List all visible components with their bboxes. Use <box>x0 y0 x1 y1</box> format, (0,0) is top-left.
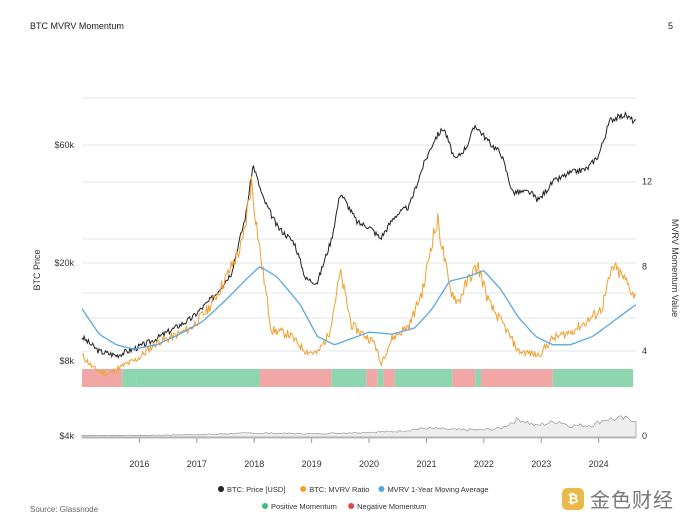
momentum-band-positive <box>377 369 384 387</box>
mvrv-ratio-series-line <box>81 176 637 378</box>
x-tick-label: 2017 <box>187 459 207 469</box>
y-left-tick-label: $4k <box>59 431 74 441</box>
legend-marker <box>218 486 224 492</box>
momentum-band-negative <box>383 369 395 387</box>
volume-series-area <box>81 415 637 438</box>
y-right-tick-label: 8 <box>642 261 647 271</box>
y-left-axis-title: BTC Price <box>32 249 42 290</box>
momentum-band-negative <box>452 369 476 387</box>
y-left-tick-label: $20k <box>54 258 74 268</box>
legend-marker <box>262 503 268 509</box>
y-right-tick-label: 0 <box>642 431 647 441</box>
watermark: ₿ 金色财经 <box>562 484 674 513</box>
momentum-band-positive <box>331 369 367 387</box>
legend-label: Positive Momentum <box>271 502 337 511</box>
momentum-band-positive <box>136 369 260 387</box>
y-left-tick-label: $8k <box>59 356 74 366</box>
source-note: Source: Glassnode <box>30 505 99 514</box>
x-tick-label: 2024 <box>589 459 609 469</box>
x-tick-label: 2020 <box>359 459 379 469</box>
mvrv-moving-average-series-line <box>81 266 637 350</box>
x-tick-label: 2021 <box>416 459 436 469</box>
gold-coin-logo-icon: ₿ <box>562 487 584 510</box>
momentum-band-positive <box>475 369 481 387</box>
momentum-band-positive <box>122 369 137 387</box>
legend-marker <box>348 503 355 509</box>
x-tick-label: 2016 <box>129 459 149 469</box>
legend-marker <box>300 486 307 492</box>
legend-label: BTC: MVRV Ratio <box>309 485 369 494</box>
y-left-tick-label: $60k <box>54 140 74 150</box>
momentum-band-negative <box>259 369 332 387</box>
page-number: 5 <box>668 21 674 31</box>
legend-label: MVRV 1-Year Moving Average <box>387 485 488 494</box>
y-right-axis-title: MVRV Momentum Value <box>670 219 680 317</box>
x-tick-label: 2022 <box>474 459 494 469</box>
y-right-tick-label: 12 <box>642 177 652 187</box>
momentum-band-positive <box>552 369 634 387</box>
x-tick-label: 2019 <box>302 459 322 469</box>
momentum-band-positive <box>394 369 453 387</box>
chart-title: BTC MVRV Momentum <box>30 21 124 31</box>
momentum-band-negative <box>480 369 553 387</box>
legend-label: Negative Momentum <box>357 502 426 511</box>
momentum-band-negative <box>366 369 378 387</box>
watermark-text: 金色财经 <box>590 490 674 512</box>
y-right-tick-label: 4 <box>642 346 647 356</box>
momentum-band-negative <box>82 369 123 387</box>
legend-marker <box>378 486 385 492</box>
btc-price-series-line <box>81 111 637 359</box>
x-tick-label: 2023 <box>531 459 551 469</box>
x-tick-label: 2018 <box>244 459 264 469</box>
legend-label: BTC: Price [USD] <box>227 485 285 494</box>
